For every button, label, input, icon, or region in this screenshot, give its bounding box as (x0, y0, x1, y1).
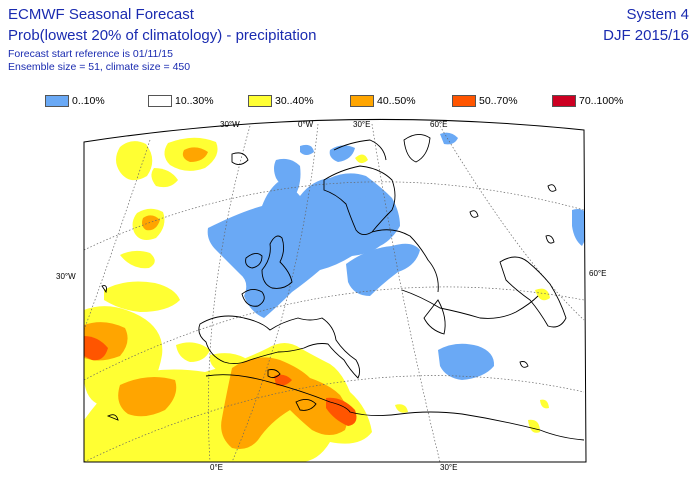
system-label: System 4 (626, 6, 689, 23)
legend-label: 70..100% (579, 95, 624, 107)
tick-label-top-30e: 30°E (353, 120, 370, 129)
legend-item-40-50: 40..50% (350, 93, 416, 109)
legend-item-0-10: 0..10% (45, 93, 105, 109)
legend-item-70-100: 70..100% (552, 93, 623, 109)
tick-label-top-60e: 60°E (430, 120, 447, 129)
tick-label-right-60e: 60°E (589, 269, 606, 278)
legend-swatch (452, 95, 476, 107)
legend-swatch (45, 95, 69, 107)
legend-label: 50..70% (479, 95, 518, 107)
legend-label: 40..50% (377, 95, 416, 107)
legend-label: 0..10% (72, 95, 105, 107)
season-label: DJF 2015/16 (603, 27, 689, 44)
legend-swatch (148, 95, 172, 107)
map-subtitle: Prob(lowest 20% of climatology) - precip… (8, 27, 317, 44)
tick-label-top-30w: 30°W (220, 120, 240, 129)
forecast-map: 30°W 0°W 30°E 60°E 30°W 60°E 0°E 30°E (56, 118, 606, 472)
legend-swatch (248, 95, 272, 107)
map-title: ECMWF Seasonal Forecast (8, 6, 194, 23)
legend-swatch (350, 95, 374, 107)
coastlines (101, 134, 585, 441)
tick-label-left-30w: 30°W (56, 272, 76, 281)
probability-shading (84, 132, 586, 462)
legend-item-10-30: 10..30% (148, 93, 214, 109)
tick-label-top-0w: 0°W (298, 120, 314, 129)
graticule (84, 123, 585, 462)
tick-label-bottom-0e: 0°E (210, 463, 223, 472)
legend-label: 30..40% (275, 95, 314, 107)
ensemble-size-text: Ensemble size = 51, climate size = 450 (8, 61, 191, 73)
legend-swatch (552, 95, 576, 107)
legend-item-30-40: 30..40% (248, 93, 314, 109)
tick-label-bottom-30e: 30°E (440, 463, 457, 472)
forecast-start-text: Forecast start reference is 01/11/15 (8, 48, 173, 60)
map-frame (83, 118, 587, 463)
legend-label: 10..30% (175, 95, 214, 107)
legend-item-50-70: 50..70% (452, 93, 518, 109)
legend: 0..10% 10..30% 30..40% 40..50% 50..70% 7… (0, 93, 697, 109)
